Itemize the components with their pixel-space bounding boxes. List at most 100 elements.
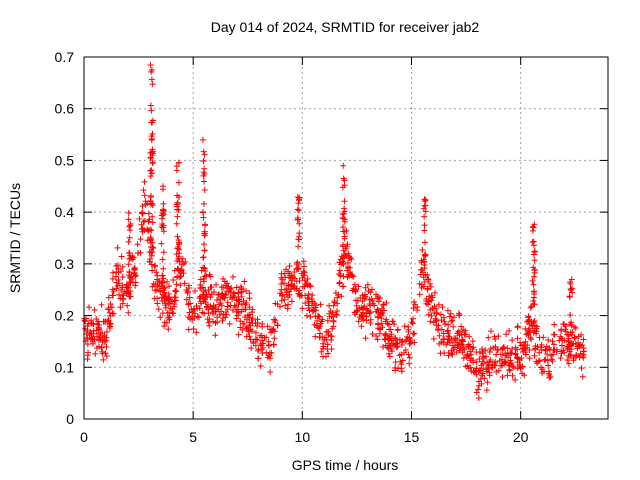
data-point xyxy=(355,283,362,290)
data-point xyxy=(105,317,112,324)
data-point xyxy=(307,283,314,290)
data-point xyxy=(141,227,148,234)
data-point xyxy=(508,360,515,367)
data-point xyxy=(125,309,132,316)
data-point xyxy=(147,149,154,156)
data-point xyxy=(566,352,573,359)
data-point xyxy=(524,342,531,349)
data-point xyxy=(126,269,133,276)
data-point xyxy=(127,221,134,228)
data-point xyxy=(149,213,156,220)
data-point xyxy=(127,279,134,286)
data-point xyxy=(201,222,208,229)
data-point xyxy=(217,296,224,303)
data-point xyxy=(224,299,231,306)
data-point xyxy=(444,327,451,334)
data-point xyxy=(509,372,516,379)
data-point xyxy=(203,291,210,298)
data-point xyxy=(575,333,582,340)
data-point xyxy=(301,283,308,290)
data-point xyxy=(109,286,116,293)
data-point xyxy=(254,336,261,343)
data-point xyxy=(369,286,376,293)
data-point xyxy=(274,322,281,329)
data-point xyxy=(453,349,460,356)
data-point xyxy=(551,321,558,328)
data-point xyxy=(421,196,428,203)
data-point xyxy=(193,329,200,336)
data-point xyxy=(450,314,457,321)
data-point xyxy=(131,265,138,272)
data-point xyxy=(373,333,380,340)
data-point xyxy=(265,341,272,348)
data-point xyxy=(558,342,565,349)
data-point xyxy=(296,220,303,227)
data-point xyxy=(174,213,181,220)
data-point xyxy=(159,256,166,263)
data-point xyxy=(200,241,207,248)
data-point xyxy=(568,276,575,283)
data-point xyxy=(431,309,438,316)
data-point xyxy=(242,313,249,320)
data-point xyxy=(446,339,453,346)
data-point xyxy=(538,344,545,351)
data-point xyxy=(483,387,490,394)
data-point xyxy=(362,335,369,342)
data-point xyxy=(105,294,112,301)
data-point xyxy=(395,365,402,372)
data-point xyxy=(259,321,266,328)
data-point xyxy=(200,172,207,179)
data-point xyxy=(495,333,502,340)
data-point xyxy=(278,270,285,277)
data-points xyxy=(81,62,587,402)
data-point xyxy=(416,280,423,287)
data-point xyxy=(248,316,255,323)
data-point xyxy=(317,322,324,329)
data-point xyxy=(565,339,572,346)
data-point xyxy=(514,346,521,353)
data-point xyxy=(368,295,375,302)
data-point xyxy=(398,368,405,375)
data-point xyxy=(509,337,516,344)
data-point xyxy=(185,326,192,333)
data-point xyxy=(526,347,533,354)
data-point xyxy=(218,308,225,315)
data-point xyxy=(448,318,455,325)
data-point xyxy=(580,336,587,343)
data-point xyxy=(349,287,356,294)
data-point xyxy=(99,337,106,344)
data-point xyxy=(401,323,408,330)
data-point xyxy=(324,346,331,353)
data-point xyxy=(527,304,534,311)
data-point xyxy=(510,364,517,371)
data-point xyxy=(362,284,369,291)
data-point xyxy=(278,286,285,293)
y-tick-label: 0.3 xyxy=(55,256,75,272)
data-point xyxy=(562,323,569,330)
y-tick-label: 0.6 xyxy=(55,101,75,117)
data-point xyxy=(175,179,182,186)
data-point xyxy=(117,304,124,311)
data-point xyxy=(439,304,446,311)
data-point xyxy=(165,283,172,290)
data-point xyxy=(318,348,325,355)
data-point xyxy=(235,331,242,338)
data-point xyxy=(278,297,285,304)
data-point xyxy=(305,296,312,303)
data-point xyxy=(237,283,244,290)
data-point xyxy=(392,358,399,365)
data-point xyxy=(140,218,147,225)
data-point xyxy=(576,354,583,361)
data-point xyxy=(227,302,234,309)
data-point xyxy=(147,173,154,180)
data-point xyxy=(550,341,557,348)
data-point xyxy=(312,313,319,320)
data-point xyxy=(423,298,430,305)
data-point xyxy=(125,272,132,279)
data-point xyxy=(406,354,413,361)
data-point xyxy=(570,355,577,362)
data-point xyxy=(264,323,271,330)
data-point xyxy=(456,332,463,339)
data-point xyxy=(139,210,146,217)
data-point xyxy=(325,332,332,339)
